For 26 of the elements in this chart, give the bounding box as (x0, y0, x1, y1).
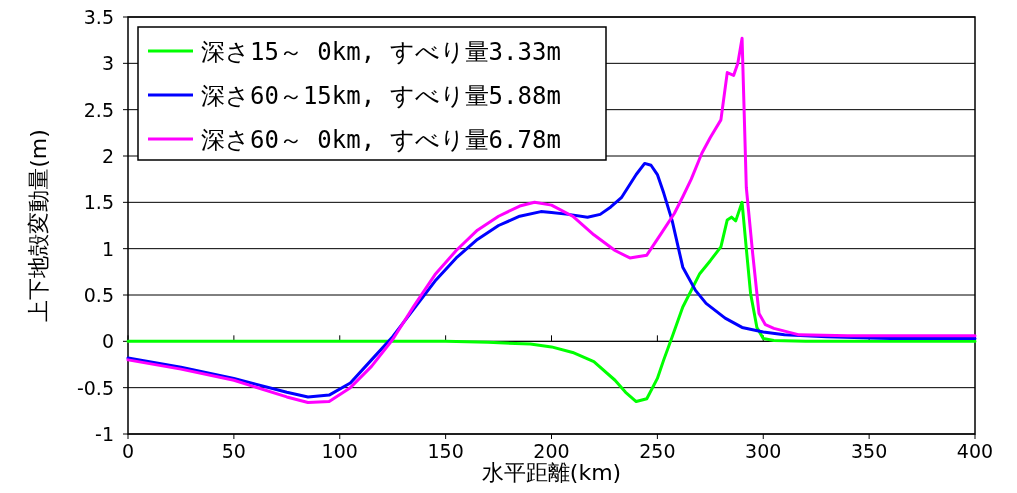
y-tick-label: 1 (101, 237, 114, 260)
x-tick-label: 0 (121, 440, 135, 462)
legend-label: 深さ15～ 0km, すべり量3.33m (201, 38, 561, 66)
x-axis-title: 水平距離(km) (481, 460, 622, 485)
x-tick-label: 200 (533, 440, 570, 462)
x-tick-label: 400 (956, 440, 994, 462)
x-tick-label: 250 (639, 440, 676, 462)
line-series (126, 200, 977, 404)
y-tick-label: 0.5 (83, 284, 114, 306)
y-tick-label: 2.5 (83, 98, 114, 121)
y-tick-label: 1.5 (83, 191, 114, 214)
y-tick-label: -1 (95, 423, 114, 445)
line-series (126, 36, 977, 404)
y-tick-label: 2 (101, 145, 114, 167)
x-tick-label: 350 (850, 440, 888, 462)
y-tick-label: -0.5 (76, 376, 114, 399)
x-tick-label: 300 (745, 440, 782, 462)
y-axis-title: 上下地殻変動量(m) (26, 129, 51, 322)
y-tick-label: 3 (101, 52, 114, 75)
legend-label: 深さ60～ 0km, すべり量6.78m (201, 126, 561, 154)
x-tick-label: 50 (221, 440, 246, 462)
y-tick-label: 3.5 (83, 6, 114, 28)
x-tick-label: 150 (427, 440, 464, 462)
y-tick-label: 0 (101, 330, 114, 353)
legend-label: 深さ60～15km, すべり量5.88m (201, 82, 561, 110)
x-tick-label: 100 (321, 440, 358, 462)
